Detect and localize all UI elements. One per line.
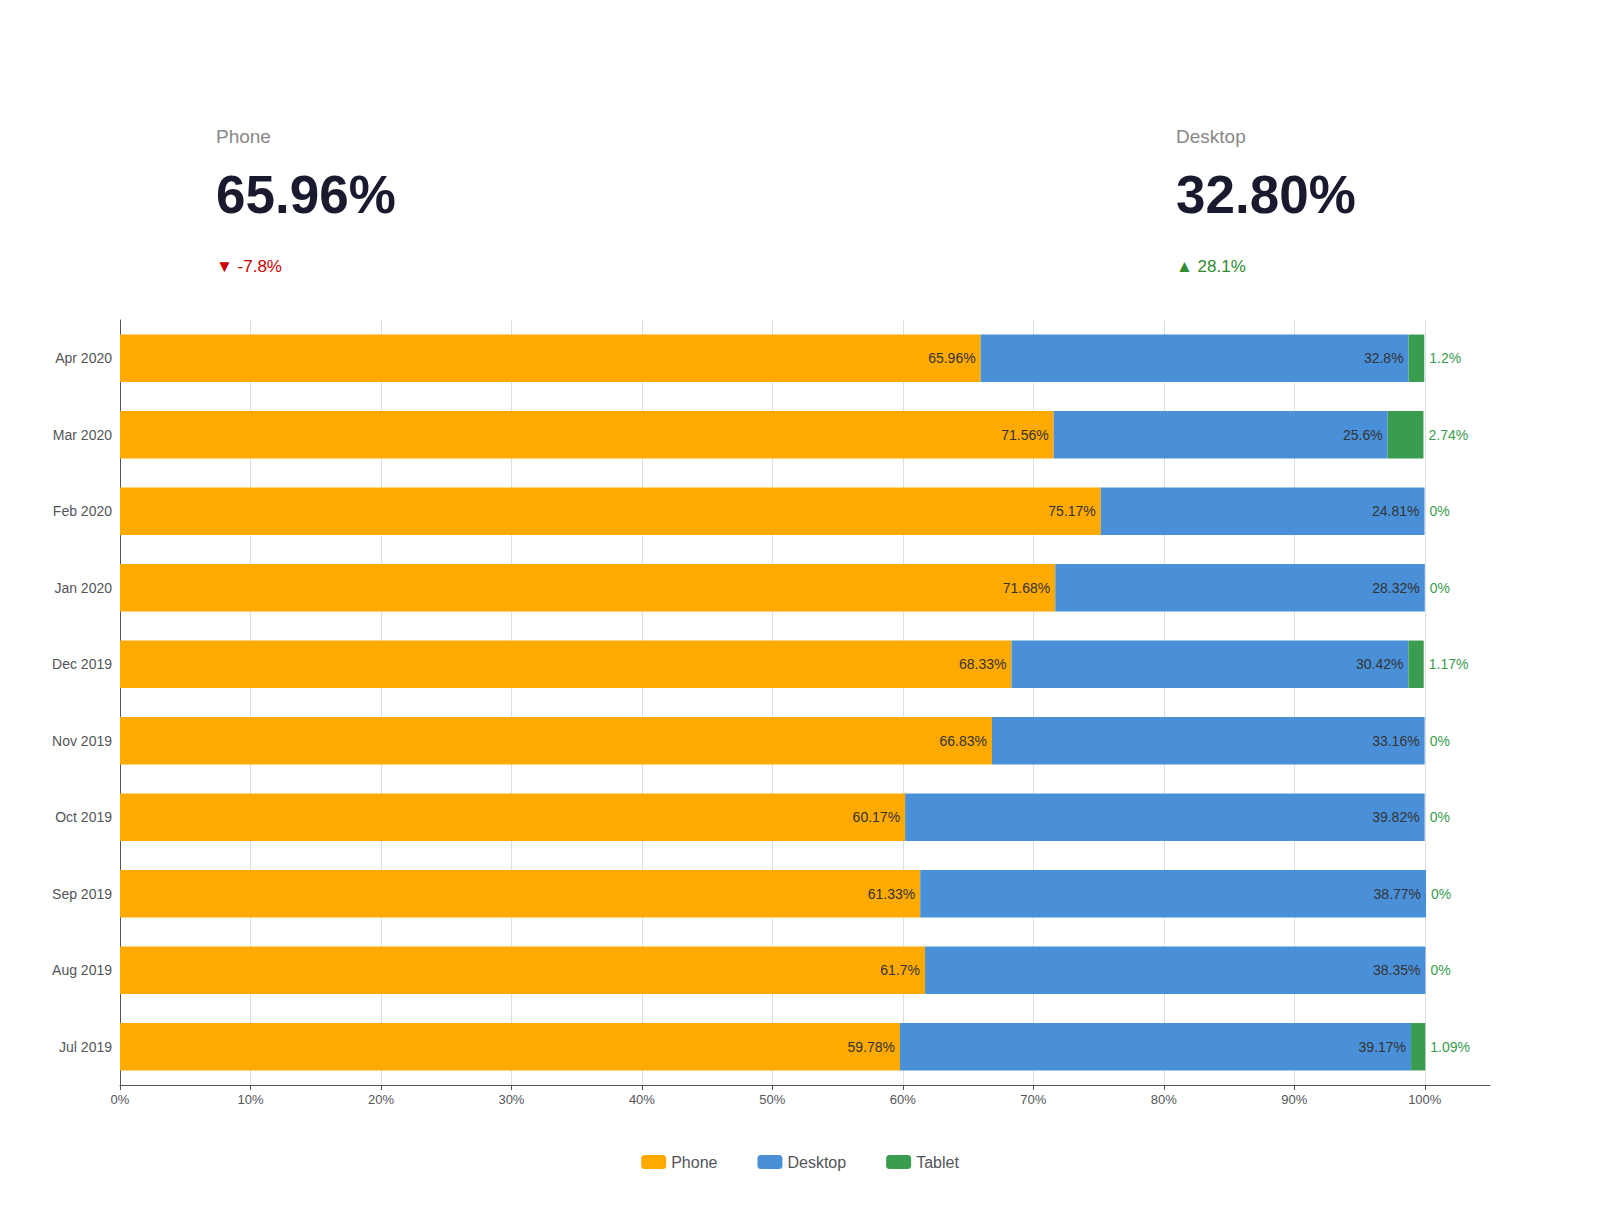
svg-text:28.32%: 28.32% (1372, 580, 1419, 596)
svg-text:Desktop: Desktop (787, 1154, 846, 1171)
svg-text:75.17%: 75.17% (1048, 503, 1095, 519)
svg-text:Phone: Phone (216, 126, 271, 147)
svg-text:2.74%: 2.74% (1428, 427, 1468, 443)
svg-text:Apr 2020: Apr 2020 (55, 350, 112, 366)
svg-text:Feb 2020: Feb 2020 (53, 503, 112, 519)
svg-text:39.82%: 39.82% (1372, 809, 1419, 825)
svg-text:80%: 80% (1151, 1092, 1177, 1107)
svg-text:59.78%: 59.78% (848, 1039, 895, 1055)
svg-text:66.83%: 66.83% (939, 733, 986, 749)
svg-text:0%: 0% (1430, 962, 1450, 978)
svg-text:71.56%: 71.56% (1001, 427, 1048, 443)
svg-text:61.33%: 61.33% (868, 886, 915, 902)
svg-text:1.2%: 1.2% (1429, 350, 1461, 366)
svg-text:Desktop: Desktop (1176, 126, 1246, 147)
svg-text:38.35%: 38.35% (1373, 962, 1420, 978)
svg-text:33.16%: 33.16% (1372, 733, 1419, 749)
svg-text:Sep 2019: Sep 2019 (52, 886, 112, 902)
svg-text:39.17%: 39.17% (1359, 1039, 1406, 1055)
svg-text:60%: 60% (890, 1092, 916, 1107)
svg-text:1.17%: 1.17% (1429, 656, 1469, 672)
svg-text:30.42%: 30.42% (1356, 656, 1403, 672)
svg-text:32.80%: 32.80% (1176, 165, 1356, 224)
svg-text:61.7%: 61.7% (880, 962, 920, 978)
svg-text:32.8%: 32.8% (1364, 350, 1404, 366)
svg-text:70%: 70% (1020, 1092, 1046, 1107)
svg-text:Jul 2019: Jul 2019 (59, 1039, 112, 1055)
svg-text:71.68%: 71.68% (1003, 580, 1050, 596)
svg-text:▲ 28.1%: ▲ 28.1% (1176, 257, 1246, 276)
svg-text:Mar 2020: Mar 2020 (53, 427, 112, 443)
svg-text:Aug 2019: Aug 2019 (52, 962, 112, 978)
svg-text:Tablet: Tablet (916, 1154, 959, 1171)
svg-text:Phone: Phone (671, 1154, 717, 1171)
svg-text:25.6%: 25.6% (1343, 427, 1383, 443)
svg-text:100%: 100% (1408, 1092, 1442, 1107)
svg-text:65.96%: 65.96% (216, 165, 396, 224)
svg-text:65.96%: 65.96% (928, 350, 975, 366)
svg-text:0%: 0% (1430, 733, 1450, 749)
svg-text:50%: 50% (759, 1092, 785, 1107)
svg-text:0%: 0% (111, 1092, 130, 1107)
svg-text:68.33%: 68.33% (959, 656, 1006, 672)
svg-text:0%: 0% (1430, 503, 1450, 519)
svg-text:Nov 2019: Nov 2019 (52, 733, 112, 749)
svg-text:0%: 0% (1430, 580, 1450, 596)
svg-text:60.17%: 60.17% (853, 809, 900, 825)
svg-text:1.09%: 1.09% (1430, 1039, 1470, 1055)
svg-text:40%: 40% (629, 1092, 655, 1107)
svg-text:0%: 0% (1431, 886, 1451, 902)
svg-text:Jan 2020: Jan 2020 (54, 580, 112, 596)
svg-text:▼ -7.8%: ▼ -7.8% (216, 257, 282, 276)
svg-text:0%: 0% (1430, 809, 1450, 825)
svg-text:Dec 2019: Dec 2019 (52, 656, 112, 672)
svg-text:Oct 2019: Oct 2019 (55, 809, 112, 825)
svg-text:24.81%: 24.81% (1372, 503, 1419, 519)
svg-text:38.77%: 38.77% (1374, 886, 1421, 902)
svg-text:30%: 30% (498, 1092, 524, 1107)
svg-text:10%: 10% (237, 1092, 263, 1107)
svg-text:90%: 90% (1281, 1092, 1307, 1107)
svg-text:20%: 20% (368, 1092, 394, 1107)
